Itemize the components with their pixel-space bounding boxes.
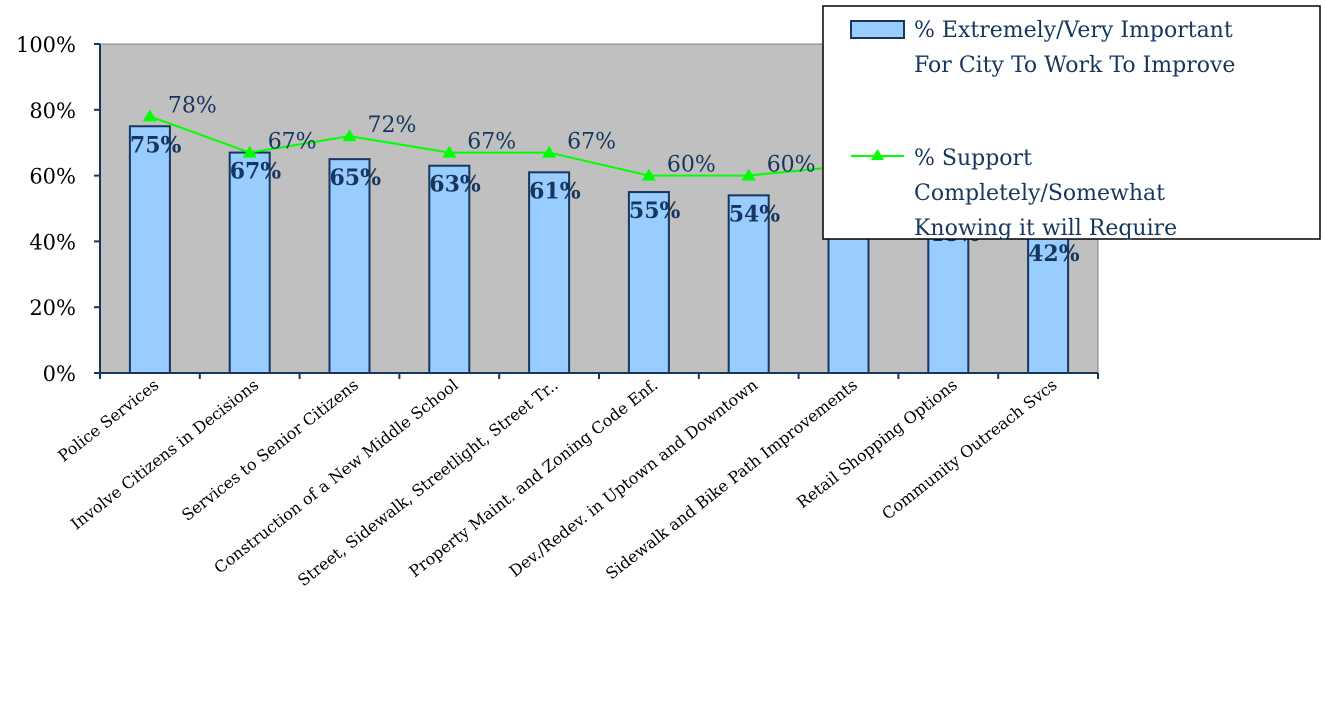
line-value-label: 78% (168, 93, 217, 118)
line-value-label: 67% (268, 130, 317, 155)
line-point-triangle-marker (242, 145, 257, 158)
bar-value-label: 63% (429, 172, 481, 198)
legend-box (822, 5, 1321, 240)
y-tick-label: 80% (29, 99, 76, 123)
legend-line-label-line3: Knowing it will Require (914, 216, 1177, 241)
y-tick-label: 60% (29, 165, 76, 189)
bar (328, 158, 371, 374)
line-point-triangle-marker (641, 168, 656, 181)
line-value-label: 60% (667, 153, 716, 178)
legend-line-label-line2: Completely/Somewhat (914, 181, 1165, 206)
y-tick-label: 20% (29, 296, 76, 320)
line-point-triangle-marker (442, 145, 457, 158)
bar-value-label: 67% (230, 159, 282, 185)
y-tick-label: 40% (29, 230, 76, 254)
legend-line-label-line1: % Support (914, 146, 1032, 171)
category-label: Police Services (54, 375, 162, 465)
line-label-group: 78% 67% 72% 67% 67% 60% 60% (168, 93, 816, 177)
bar (528, 171, 571, 374)
line-value-label: 60% (767, 153, 816, 178)
category-label: Community Outreach Svcs (878, 375, 1060, 523)
line-point-triangle-marker (741, 168, 756, 181)
bar (927, 214, 970, 374)
line-point-triangle-marker (542, 145, 557, 158)
y-tick-label: 100% (16, 33, 76, 57)
legend-triangle-marker-icon (871, 149, 884, 160)
y-tick-label: 0% (43, 362, 76, 386)
category-label: Services to Senior Citizens (178, 375, 362, 525)
legend-bar-label-line2: For City To Work To Improve (914, 53, 1235, 78)
line-point-triangle-marker (142, 109, 157, 122)
category-label: Retail Shopping Options (793, 375, 961, 512)
line-value-label: 67% (467, 130, 516, 155)
line-point-triangle-marker (342, 129, 357, 142)
bar-value-label: 54% (729, 201, 781, 227)
line-value-label: 72% (368, 113, 417, 138)
axes: 0% 20% 40% 60% 80% 100% (16, 33, 1099, 386)
bar (228, 151, 271, 374)
legend-bar-label-line1: % Extremely/Very Important (914, 18, 1233, 43)
bar-value-label: 55% (629, 198, 681, 224)
bar-value-label: 65% (330, 165, 382, 191)
legend-bar-swatch (850, 20, 905, 39)
category-label: Involve Citizens in Decisions (67, 375, 262, 533)
bar-value-label: 42% (1028, 241, 1080, 267)
bar (727, 194, 770, 374)
legend: % Extremely/Very Important For City To W… (822, 5, 1321, 241)
line-value-label: 67% (567, 130, 616, 155)
bar-value-label: 61% (529, 178, 581, 204)
bar (128, 125, 171, 374)
bar-value-label: 75% (130, 132, 182, 158)
bar (1027, 233, 1070, 374)
